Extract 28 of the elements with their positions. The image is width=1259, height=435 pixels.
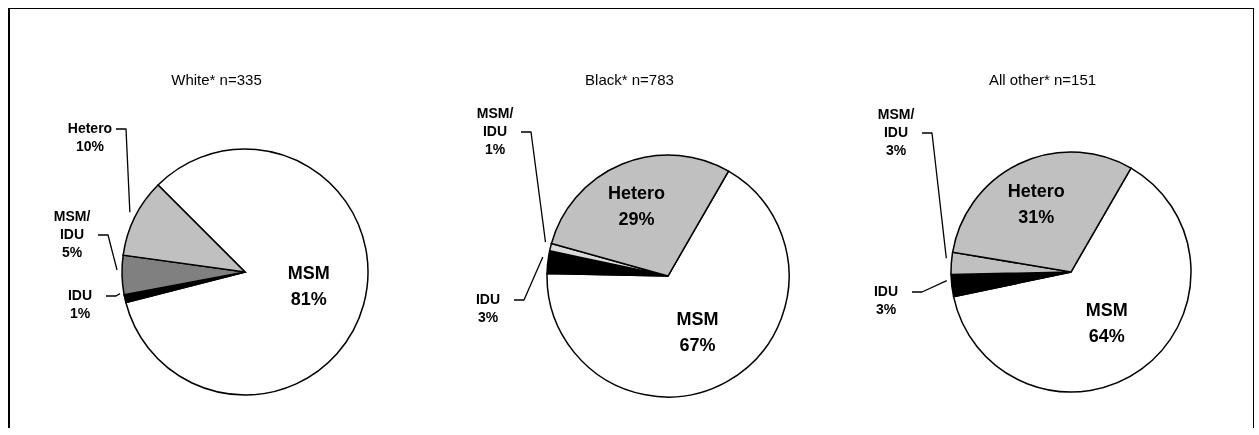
slice-label: MSM/IDU xyxy=(476,105,514,139)
slice-label: MSM/IDU xyxy=(877,106,915,140)
data-label: 64% xyxy=(1088,326,1125,347)
data-label: 3% xyxy=(885,142,907,158)
chart-title: Black* n=783 xyxy=(584,71,675,88)
data-label: 3% xyxy=(875,301,897,317)
slice-label: IDU xyxy=(67,287,93,303)
data-label: 1% xyxy=(484,141,506,157)
chart-title: All other* n=151 xyxy=(987,71,1098,88)
data-label: 29% xyxy=(618,209,655,230)
slice-label: Hetero xyxy=(1007,181,1065,202)
slice-label: IDU xyxy=(475,291,501,307)
slice-label: IDU xyxy=(873,283,899,299)
data-label: 1% xyxy=(69,305,91,321)
slice-label: MSM/IDU xyxy=(53,208,91,242)
data-label: 67% xyxy=(679,335,716,356)
data-label: 5% xyxy=(61,244,83,260)
slice-label: Hetero xyxy=(607,183,665,204)
slice-label: MSM xyxy=(1085,300,1128,321)
data-label: 31% xyxy=(1018,207,1055,228)
data-label: 10% xyxy=(75,138,105,154)
data-label: 81% xyxy=(290,288,327,309)
pie-slice xyxy=(125,148,369,396)
slice-label: MSM xyxy=(676,309,719,330)
slice-label: Hetero xyxy=(67,120,113,136)
data-label: 3% xyxy=(477,309,499,325)
slice-label: MSM xyxy=(287,262,330,283)
chart-title: White* n=335 xyxy=(170,71,263,88)
